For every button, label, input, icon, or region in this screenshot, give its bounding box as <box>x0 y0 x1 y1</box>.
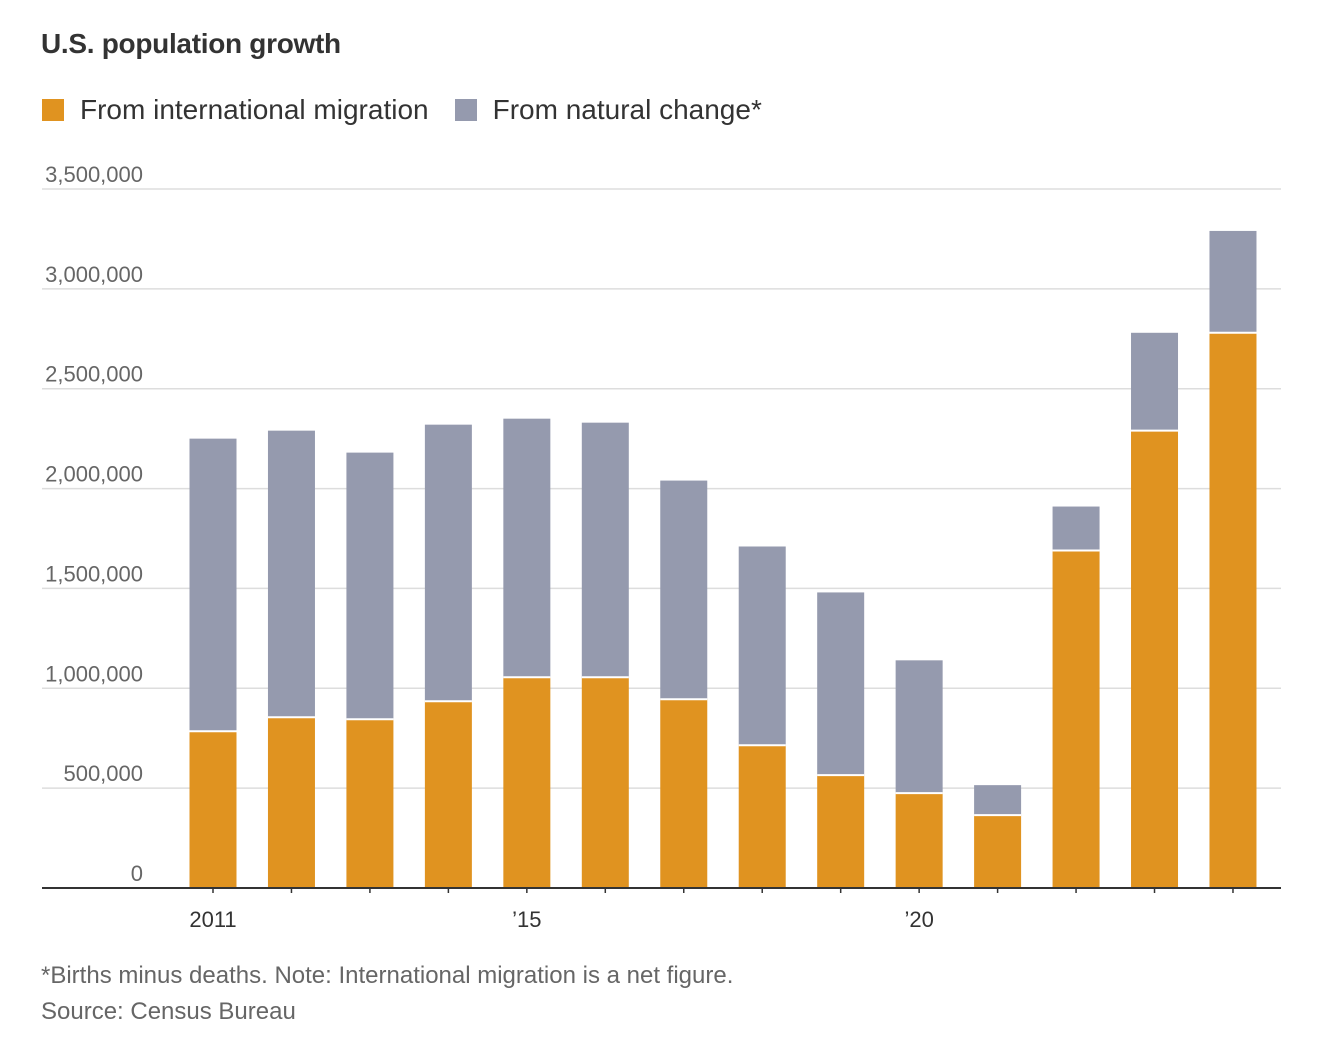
y-tick-label: 1,000,000 <box>45 661 143 686</box>
source-note: Source: Census Bureau <box>41 998 296 1025</box>
bar-international-migration <box>189 731 237 888</box>
y-tick-label: 500,000 <box>63 761 143 786</box>
bar-international-migration <box>895 793 943 888</box>
bar-natural-change <box>1209 230 1257 333</box>
legend-swatch-migration <box>42 99 64 121</box>
bar-natural-change <box>817 592 865 776</box>
stacked-bar-chart: 0 500,000 1,000,000 1,500,000 2,000,000 2,500… <box>42 162 1281 932</box>
bar-international-migration <box>1052 550 1100 888</box>
bar-natural-change <box>503 418 551 678</box>
bar-international-migration <box>267 717 315 888</box>
bar-international-migration <box>346 719 394 888</box>
bar-natural-change <box>189 438 237 732</box>
bar-natural-change <box>1052 506 1100 551</box>
bar-natural-change <box>1131 332 1179 431</box>
bar-natural-change <box>738 546 786 746</box>
chart-title: U.S. population growth <box>41 28 341 59</box>
y-tick-label: 3,500,000 <box>45 162 143 187</box>
x-tick-label: ’15 <box>512 907 541 932</box>
bar-international-migration <box>581 677 629 888</box>
y-tick-label: 2,500,000 <box>45 362 143 387</box>
bar-natural-change <box>895 660 943 794</box>
bar-natural-change <box>660 480 708 700</box>
legend-label-natural-change: From natural change* <box>492 94 762 125</box>
bar-international-migration <box>660 699 708 888</box>
y-tick-label: 1,500,000 <box>45 561 143 586</box>
bar-natural-change <box>346 452 394 720</box>
bar-international-migration <box>817 775 865 888</box>
x-tick-label: 2011 <box>189 907 236 932</box>
legend-item-migration: From international migration <box>42 94 429 126</box>
legend: From international migration From natura… <box>42 94 788 126</box>
bar-natural-change <box>974 785 1022 816</box>
bar-natural-change <box>424 424 472 702</box>
legend-label-migration: From international migration <box>80 94 429 125</box>
x-tick-label: ’20 <box>904 907 933 932</box>
legend-item-natural-change: From natural change* <box>454 94 762 126</box>
y-tick-label: 3,000,000 <box>45 262 143 287</box>
legend-swatch-natural-change <box>454 99 477 121</box>
footnote: *Births minus deaths. Note: Internationa… <box>41 962 734 989</box>
y-tick-label: 0 <box>131 861 143 886</box>
bar-international-migration <box>1131 430 1179 888</box>
bar-international-migration <box>503 677 551 888</box>
bar-natural-change <box>267 430 315 718</box>
chart-notes: *Births minus deaths. Note: Internationa… <box>41 958 733 1030</box>
y-tick-label: 2,000,000 <box>45 462 143 487</box>
bar-international-migration <box>974 815 1022 888</box>
bar-international-migration <box>424 701 472 888</box>
bar-international-migration <box>738 745 786 888</box>
bar-international-migration <box>1209 332 1257 888</box>
bar-natural-change <box>581 422 629 678</box>
